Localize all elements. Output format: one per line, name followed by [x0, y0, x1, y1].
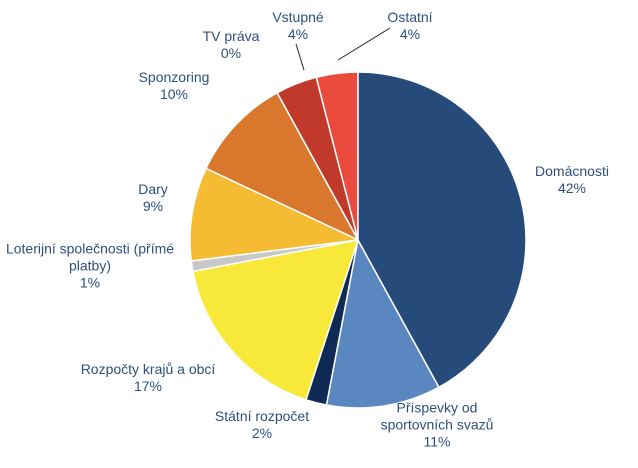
- pie-slice: [192, 239, 360, 401]
- category-label: TV práva: [202, 28, 260, 44]
- slice-label: Vstupné 4%: [272, 9, 323, 43]
- value-label: 9%: [142, 198, 164, 214]
- pie-slice: [357, 71, 527, 389]
- slice-label: Sponzoring 10%: [139, 69, 210, 103]
- leader-line: [295, 43, 305, 71]
- pie-slice: [325, 237, 440, 409]
- pie-slice: [189, 167, 361, 262]
- slice-label: Státní rozpočet 2%: [215, 408, 309, 442]
- slice-label: Rozpočty krajů a obcí 17%: [73, 361, 223, 395]
- value-label: 1%: [79, 274, 101, 291]
- slice-label: Ostatní 4%: [387, 9, 432, 43]
- slice-label: Příspevky od sportovních svazů 11%: [367, 400, 507, 451]
- value-label: 42%: [557, 180, 587, 196]
- value-label: 0%: [220, 45, 242, 61]
- slice-label: Domácnosti 42%: [535, 163, 609, 197]
- value-label: 2%: [251, 425, 273, 441]
- category-label: Sponzoring: [138, 69, 210, 85]
- value-label: 11%: [423, 433, 451, 450]
- value-label: 4%: [287, 26, 309, 42]
- category-label: Domácnosti: [535, 163, 609, 179]
- slice-label: Dary 9%: [138, 181, 168, 215]
- pie-slice: [204, 91, 360, 242]
- value-label: 10%: [159, 86, 189, 102]
- category-label: Rozpočty krajů a obcí: [80, 361, 216, 377]
- value-label: 17%: [133, 378, 163, 394]
- leader-line: [337, 27, 391, 61]
- slice-label: TV práva 0%: [203, 28, 260, 62]
- slice-label: Loterijní společnosti (přímé platby) 1%: [3, 241, 178, 292]
- category-label: Dary: [138, 181, 168, 197]
- value-label: 4%: [399, 26, 421, 42]
- category-label: Státní rozpočet: [214, 408, 310, 424]
- category-label: Ostatní: [387, 9, 433, 25]
- category-label: Loterijní společnosti (přímé platby): [5, 240, 175, 274]
- category-label: Vstupné: [272, 9, 324, 25]
- category-label: Příspevky od sportovních svazů: [380, 399, 494, 433]
